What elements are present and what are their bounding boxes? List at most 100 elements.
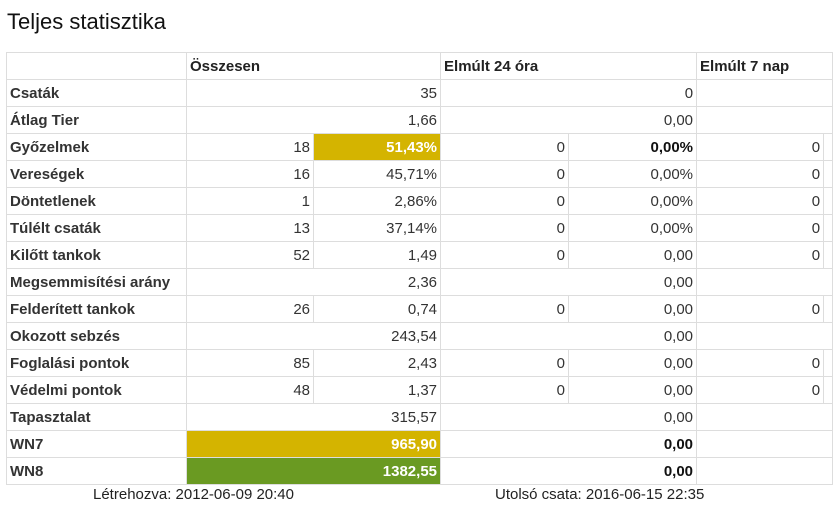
total-ratio: 2,43: [312, 349, 442, 377]
total-count: 1: [186, 187, 314, 215]
last-24h-ratio: 0,00%: [568, 187, 698, 215]
last-7d-count: 0: [696, 241, 825, 269]
last-7d-value: [696, 457, 834, 485]
page-title: Teljes statisztika: [7, 9, 166, 34]
total-ratio: 51,43%: [312, 133, 442, 161]
total-value: 1,66: [185, 106, 442, 134]
header-7d: Elmúlt 7 nap: [696, 52, 834, 80]
last-7d-ratio: [823, 133, 834, 161]
total-value: 35: [185, 79, 442, 107]
row-label: Foglalási pontok: [6, 349, 187, 377]
total-ratio: 2,86%: [312, 187, 442, 215]
total-ratio: 37,14%: [312, 214, 442, 242]
header-total: Összesen: [185, 52, 442, 80]
last-battle-date: Utolsó csata: 2016-06-15 22:35: [495, 486, 705, 503]
table-row: Tapasztalat 315,57 0,00: [6, 403, 834, 431]
total-count: 26: [186, 295, 314, 323]
last-7d-count: 0: [696, 295, 825, 323]
last-24h-count: 0: [440, 295, 570, 323]
last-7d-count: 0: [696, 349, 825, 377]
table-row: Vereségek 16 45,71% 0 0,00% 0: [6, 160, 834, 188]
total-count: 13: [186, 214, 314, 242]
last-24h-count: 0: [440, 214, 570, 242]
last-24h-count: 0: [440, 133, 570, 161]
total-ratio: 1,37: [312, 376, 442, 404]
row-label: Felderített tankok: [6, 295, 187, 323]
table-row: WN7 965,90 0,00: [6, 430, 834, 458]
last-7d-value: [696, 322, 834, 350]
last-24h-ratio: 0,00: [568, 241, 698, 269]
last-24h-value: 0,00: [440, 430, 698, 458]
row-label: Tapasztalat: [6, 403, 187, 431]
total-count: 52: [186, 241, 314, 269]
last-24h-ratio: 0,00%: [568, 160, 698, 188]
row-label: Kilőtt tankok: [6, 241, 187, 269]
last-24h-value: 0,00: [440, 457, 698, 485]
last-7d-ratio: [823, 160, 834, 188]
last-24h-value: 0,00: [440, 106, 698, 134]
last-24h-ratio: 0,00%: [568, 214, 698, 242]
last-24h-value: 0,00: [440, 322, 698, 350]
table-row: WN8 1382,55 0,00: [6, 457, 834, 485]
last-24h-count: 0: [440, 187, 570, 215]
last-7d-count: 0: [696, 376, 825, 404]
last-7d-ratio: [823, 295, 834, 323]
table-header: Összesen Elmúlt 24 óra Elmúlt 7 nap: [6, 52, 834, 80]
table-row: Túlélt csaták 13 37,14% 0 0,00% 0: [6, 214, 834, 242]
table-row: Védelmi pontok 48 1,37 0 0,00 0: [6, 376, 834, 404]
row-label: Vereségek: [6, 160, 187, 188]
last-7d-count: 0: [696, 160, 825, 188]
table-row: Foglalási pontok 85 2,43 0 0,00 0: [6, 349, 834, 377]
last-24h-ratio: 0,00: [568, 349, 698, 377]
table-row: Átlag Tier 1,66 0,00: [6, 106, 834, 134]
stats-table: Összesen Elmúlt 24 óra Elmúlt 7 nap Csat…: [6, 52, 834, 485]
total-value: 965,90: [185, 430, 442, 458]
table-row: Okozott sebzés 243,54 0,00: [6, 322, 834, 350]
last-7d-ratio: [823, 241, 834, 269]
row-label: Döntetlenek: [6, 187, 187, 215]
last-7d-value: [696, 106, 834, 134]
total-ratio: 1,49: [312, 241, 442, 269]
table-row: Felderített tankok 26 0,74 0 0,00 0: [6, 295, 834, 323]
row-label: Okozott sebzés: [6, 322, 187, 350]
last-24h-value: 0: [440, 79, 698, 107]
total-count: 16: [186, 160, 314, 188]
last-24h-ratio: 0,00: [568, 376, 698, 404]
table-row: Csaták 35 0: [6, 79, 834, 107]
table-row: Kilőtt tankok 52 1,49 0 0,00 0: [6, 241, 834, 269]
last-24h-count: 0: [440, 376, 570, 404]
row-label: Megsemmisítési arány: [6, 268, 187, 296]
total-value: 1382,55: [185, 457, 442, 485]
last-7d-value: [696, 79, 834, 107]
last-7d-count: 0: [696, 187, 825, 215]
row-label: Győzelmek: [6, 133, 187, 161]
created-date: Létrehozva: 2012-06-09 20:40: [93, 486, 294, 503]
row-label: WN7: [6, 430, 187, 458]
last-24h-ratio: 0,00: [568, 295, 698, 323]
row-label: Védelmi pontok: [6, 376, 187, 404]
row-label: Csaták: [6, 79, 187, 107]
total-count: 48: [186, 376, 314, 404]
row-label: WN8: [6, 457, 187, 485]
total-value: 2,36: [185, 268, 442, 296]
last-7d-value: [696, 403, 834, 431]
last-24h-value: 0,00: [440, 268, 698, 296]
last-7d-ratio: [823, 214, 834, 242]
last-7d-count: 0: [696, 214, 825, 242]
total-ratio: 45,71%: [312, 160, 442, 188]
table-row: Győzelmek 18 51,43% 0 0,00% 0: [6, 133, 834, 161]
last-24h-count: 0: [440, 349, 570, 377]
last-24h-count: 0: [440, 241, 570, 269]
last-24h-count: 0: [440, 160, 570, 188]
last-7d-value: [696, 430, 834, 458]
row-label: Túlélt csaták: [6, 214, 187, 242]
total-value: 243,54: [185, 322, 442, 350]
total-value: 315,57: [185, 403, 442, 431]
last-7d-count: 0: [696, 133, 825, 161]
total-ratio: 0,74: [312, 295, 442, 323]
table-row: Megsemmisítési arány 2,36 0,00: [6, 268, 834, 296]
row-label: Átlag Tier: [6, 106, 187, 134]
last-7d-ratio: [823, 187, 834, 215]
last-24h-value: 0,00: [440, 403, 698, 431]
table-row: Döntetlenek 1 2,86% 0 0,00% 0: [6, 187, 834, 215]
